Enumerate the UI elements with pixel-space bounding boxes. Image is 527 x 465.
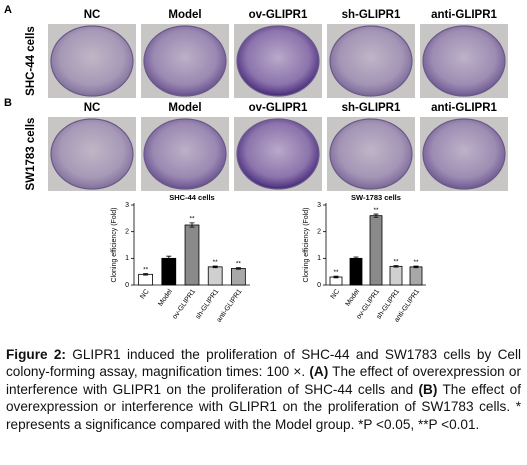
x-tick-label: anti-GLIPR1 (216, 288, 244, 324)
caption-text: The effect of overexpression or interfer… (6, 381, 521, 432)
error-bar (393, 265, 399, 268)
dish (143, 25, 227, 97)
caption-bold: (A) (309, 364, 329, 380)
bar (231, 268, 246, 286)
caption-text: The effect of overexpression or interfer… (6, 364, 522, 397)
column-label: Model (168, 102, 201, 114)
chart-title: SHC-44 cells (169, 193, 214, 202)
bar (369, 215, 383, 286)
y-tick-label: 2 (125, 229, 129, 236)
x-tick-label: NC (139, 288, 151, 300)
dish (50, 118, 134, 190)
column-label: ov-GLIPR1 (249, 9, 308, 21)
error-bar (373, 213, 379, 218)
error-bar (166, 255, 172, 261)
chart-title: SW-1783 cells (351, 193, 401, 202)
error-bar (189, 222, 195, 228)
bar (329, 276, 343, 286)
y-tick-label: 2 (317, 229, 321, 236)
panel-letter: B (4, 97, 12, 109)
column-label: anti-GLIPR1 (431, 9, 497, 21)
y-tick-label: 1 (125, 255, 129, 262)
dish (329, 25, 413, 97)
column-label: Model (168, 9, 201, 21)
x-tick-label: ov-GLIPR1 (172, 288, 198, 320)
significance: ** (189, 216, 195, 223)
significance: ** (333, 269, 339, 276)
panel-letter: A (4, 4, 12, 16)
significance: ** (413, 259, 419, 266)
column-label: anti-GLIPR1 (431, 102, 497, 114)
dish (422, 25, 506, 97)
y-axis-label: Cloning efficiency (Fold) (303, 208, 310, 283)
dish (50, 25, 134, 97)
caption-text: GLIPR1 induced the proliferation of SHC-… (6, 347, 522, 380)
column-label: sh-GLIPR1 (342, 9, 401, 21)
bar (349, 257, 363, 286)
significance: ** (236, 260, 242, 267)
column-label: NC (84, 9, 101, 21)
caption-bold: (B) (418, 381, 438, 397)
bar (389, 265, 403, 286)
column-label: ov-GLIPR1 (249, 102, 308, 114)
bar (207, 266, 223, 286)
y-tick-label: 3 (317, 202, 321, 209)
dish (236, 118, 320, 190)
dish (236, 25, 320, 97)
x-tick-label: sh-GLIPR1 (195, 288, 221, 320)
x-tick-label: Model (344, 288, 361, 308)
dish-photos (48, 24, 508, 191)
column-label: sh-GLIPR1 (342, 102, 401, 114)
significance: ** (373, 207, 379, 214)
bar (409, 266, 423, 286)
y-tick-label: 0 (125, 282, 129, 289)
y-tick-label: 1 (317, 255, 321, 262)
error-bar (143, 273, 149, 276)
row-label: SW1783 cells (25, 118, 37, 191)
column-label: NC (84, 102, 101, 114)
x-tick-label: Model (157, 288, 174, 308)
significance: ** (393, 258, 399, 265)
error-bar (212, 265, 218, 269)
bar (184, 224, 200, 286)
error-bar (333, 275, 339, 279)
error-bar (235, 267, 241, 270)
caption: Figure 2: GLIPR1 induced the proliferati… (6, 346, 521, 433)
bar (138, 273, 153, 286)
error-bar (413, 265, 419, 269)
dish (422, 118, 506, 190)
significance: ** (143, 266, 149, 273)
bar (161, 257, 177, 286)
significance: ** (213, 259, 219, 266)
caption-bold: Figure 2: (6, 347, 66, 362)
row-label: SHC-44 cells (25, 26, 37, 96)
dish (329, 118, 413, 190)
y-tick-label: 0 (317, 282, 321, 289)
x-tick-label: NC (330, 288, 342, 300)
y-axis-label: Cloning efficiency (Fold) (111, 208, 118, 283)
error-bar (353, 256, 359, 261)
dish (143, 118, 227, 190)
y-tick-label: 3 (125, 202, 129, 209)
